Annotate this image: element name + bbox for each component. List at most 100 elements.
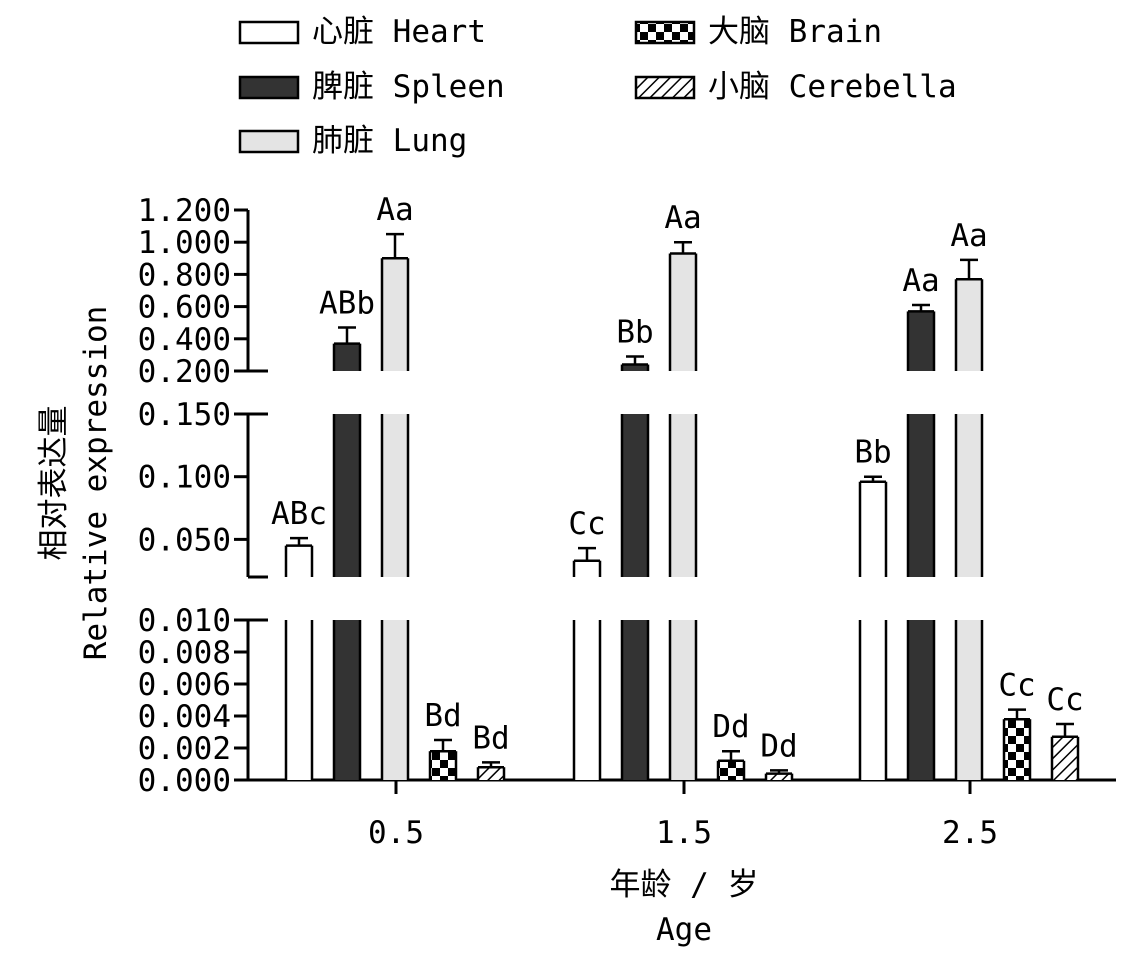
- bar-lung-0.5: Aa: [376, 192, 414, 780]
- y-tick-label: 0.000: [138, 763, 231, 799]
- bar-brain-2.5: Cc: [998, 668, 1036, 780]
- y-tick-label: 0.008: [138, 635, 231, 671]
- legend-item-brain: 大脑 Brain: [634, 14, 882, 50]
- bar-fill: [622, 364, 648, 371]
- significance-label: Dd: [712, 709, 749, 745]
- y-tick-label: 0.200: [138, 354, 231, 390]
- legend-label-spleen: 脾脏 Spleen: [312, 69, 505, 105]
- legend-label-cerebella: 小脑 Cerebella: [708, 69, 957, 105]
- legend-swatch-lung: [238, 129, 300, 154]
- y-tick-label: 0.010: [138, 603, 231, 639]
- y-tick-label: 1.000: [138, 225, 231, 261]
- x-axis-title-en: Age: [656, 912, 712, 948]
- significance-label: Aa: [376, 192, 413, 228]
- bar-brain-1.5: Dd: [712, 709, 750, 780]
- significance-label: Bb: [854, 435, 891, 471]
- legend-label-brain: 大脑 Brain: [708, 14, 882, 50]
- y-axis-title-cn: 相对表达量: [36, 406, 72, 561]
- bar-fill: [670, 253, 696, 371]
- bar-fill: [860, 620, 886, 780]
- bar-fill: [622, 414, 648, 577]
- legend-label-heart: 心脏 Heart: [312, 14, 486, 50]
- legend-item-cerebella: 小脑 Cerebella: [634, 69, 957, 105]
- legend-swatch-cerebella: [634, 75, 696, 100]
- significance-label: Cc: [998, 668, 1035, 704]
- bar-fill: [956, 414, 982, 577]
- legend-swatch-heart: [238, 20, 300, 45]
- significance-label: ABb: [319, 286, 375, 322]
- bar-heart-1.5: Cc: [568, 506, 606, 780]
- significance-label: Bb: [616, 315, 653, 351]
- bar-cerebella-0.5: Bd: [472, 720, 510, 780]
- bar-fill: [382, 620, 408, 780]
- bar-fill: [956, 620, 982, 780]
- bar-fill: [382, 414, 408, 577]
- bar-heart-2.5: Bb: [854, 435, 892, 780]
- bar-spleen-0.5: ABb: [319, 286, 375, 780]
- bar-fill: [908, 311, 934, 371]
- bar-fill: [286, 545, 312, 577]
- bar-fill: [908, 620, 934, 780]
- y-axis-title-en: Relative expression: [78, 306, 114, 661]
- bar-fill: [574, 620, 600, 780]
- y-tick-label: 1.200: [138, 193, 231, 229]
- bar-fill: [382, 258, 408, 371]
- bar-fill: [286, 620, 312, 780]
- bars: ABc Cc Bb ABb Bb Aa Aa Aa Aa Bd Dd Cc Bd Dd Cc: [271, 192, 1084, 780]
- bar-cerebella-1.5: Dd: [760, 728, 798, 780]
- significance-label: Cc: [568, 506, 605, 542]
- y-tick-label: 0.100: [138, 460, 231, 496]
- bar-fill: [334, 620, 360, 780]
- significance-label: Aa: [950, 218, 987, 254]
- significance-label: Bd: [472, 720, 509, 756]
- y-tick-label: 0.150: [138, 397, 231, 433]
- x-tick-label: 2.5: [942, 815, 998, 851]
- bar-fill: [860, 481, 886, 577]
- x-axis-title-cn: 年龄 / 岁: [610, 867, 759, 903]
- bar-fill: [670, 414, 696, 577]
- bar-fill: [718, 760, 744, 780]
- legend-item-lung: 肺脏 Lung: [238, 123, 467, 159]
- y-tick-label: 0.004: [138, 699, 231, 735]
- bar-lung-2.5: Aa: [950, 218, 988, 780]
- x-tick-label: 0.5: [368, 815, 424, 851]
- legend-swatch-brain: [634, 20, 696, 45]
- bar-heart-0.5: ABc: [271, 496, 327, 780]
- bar-brain-0.5: Bd: [424, 698, 462, 780]
- bar-spleen-1.5: Bb: [616, 315, 654, 780]
- significance-label: Dd: [760, 728, 797, 764]
- significance-label: ABc: [271, 496, 327, 532]
- bar-fill: [670, 620, 696, 780]
- x-tick-label: 1.5: [656, 815, 712, 851]
- bar-fill: [334, 414, 360, 577]
- bar-fill: [766, 773, 792, 780]
- significance-label: Cc: [1046, 682, 1083, 718]
- legend-label-lung: 肺脏 Lung: [312, 123, 467, 159]
- bar-fill: [1004, 719, 1030, 780]
- y-tick-label: 0.006: [138, 667, 231, 703]
- bar-fill: [334, 343, 360, 371]
- legend-swatch-spleen: [238, 75, 300, 100]
- y-tick-label: 0.002: [138, 731, 231, 767]
- bar-fill: [478, 767, 504, 780]
- bar-cerebella-2.5: Cc: [1046, 682, 1084, 780]
- y-tick-label: 0.800: [138, 257, 231, 293]
- bar-lung-1.5: Aa: [664, 200, 702, 780]
- significance-label: Aa: [902, 263, 939, 299]
- bar-fill: [622, 620, 648, 780]
- y-tick-label: 0.050: [138, 522, 231, 558]
- significance-label: Aa: [664, 200, 701, 236]
- significance-label: Bd: [424, 698, 461, 734]
- bar-fill: [908, 414, 934, 577]
- bar-fill: [574, 560, 600, 577]
- bar-fill: [1052, 736, 1078, 780]
- y-tick-label: 0.600: [138, 290, 231, 326]
- bar-fill: [956, 279, 982, 371]
- bar-fill: [430, 751, 456, 780]
- legend: 心脏 Heart 脾脏 Spleen 肺脏 Lung 大脑 Brain 小脑 Cereb…: [238, 14, 957, 159]
- legend-item-heart: 心脏 Heart: [238, 14, 486, 50]
- legend-item-spleen: 脾脏 Spleen: [238, 69, 505, 105]
- bar-spleen-2.5: Aa: [902, 263, 940, 780]
